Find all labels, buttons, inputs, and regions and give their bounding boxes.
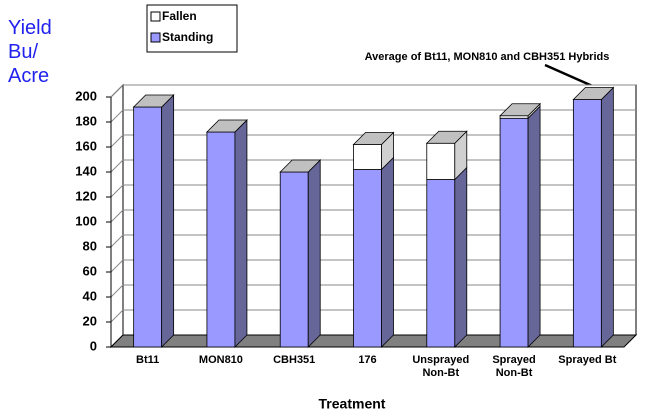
y-tick-label: 100 — [75, 213, 97, 228]
y-tick-label: 140 — [75, 163, 97, 178]
grid-line-side — [110, 134, 124, 148]
y-tick-label: 40 — [83, 288, 97, 303]
bar-side — [307, 159, 321, 348]
bar-front — [572, 99, 602, 348]
grid-line-side — [110, 209, 124, 223]
x-tick-label: Sprayed Bt — [558, 354, 617, 366]
grid-line-side — [110, 259, 124, 273]
annotation: Average of Bt11, MON810 and CBH351 Hybri… — [365, 51, 610, 63]
legend-box — [146, 4, 238, 53]
x-tick-label: 176 — [358, 354, 377, 366]
bar-top — [352, 132, 395, 145]
legend-label: Standing — [162, 30, 213, 44]
bar-side — [600, 86, 614, 348]
y-tick-label: 160 — [75, 138, 97, 153]
bar-side — [527, 105, 541, 348]
bar-top — [132, 94, 175, 108]
y-tick-label: 80 — [83, 238, 97, 253]
bar-side — [161, 94, 175, 348]
bar-top — [425, 130, 468, 144]
bar-front — [353, 169, 382, 348]
bar-front — [353, 144, 382, 170]
bar-side — [381, 156, 394, 348]
grid-line-side — [110, 234, 124, 248]
y-tick-label: 20 — [83, 313, 97, 328]
bar-side — [234, 119, 248, 348]
legend-label: Fallen — [162, 9, 197, 23]
x-axis-title: Treatment — [319, 396, 386, 412]
bar-front — [206, 131, 236, 348]
legend-swatch — [150, 32, 161, 43]
x-tick-label: Sprayed Non-Bt — [492, 354, 536, 379]
x-tick-label: CBH351 — [273, 354, 316, 366]
bar-top — [205, 119, 248, 133]
x-tick-label: Bt11 — [136, 354, 160, 366]
grid-line-side — [110, 109, 124, 123]
x-tick-label: MON810 — [198, 354, 243, 366]
y-tick-label: 0 — [90, 338, 97, 353]
grid-line-side — [110, 159, 124, 173]
y-tick-label: 60 — [83, 263, 97, 278]
bar-top — [499, 103, 542, 117]
y-axis-title: Yield Bu/ Acre — [8, 17, 52, 87]
bar-top — [572, 87, 615, 100]
grid-line-side — [110, 184, 124, 198]
grid-line-side — [110, 84, 124, 98]
grid-line-side — [110, 284, 124, 298]
y-tick-label: 180 — [75, 113, 97, 128]
bar-side — [454, 166, 468, 348]
y-tick-label: 200 — [75, 88, 97, 103]
grid-line-side — [110, 309, 124, 323]
bar-top — [279, 159, 322, 173]
bar-front — [426, 142, 456, 180]
y-tick-label: 120 — [75, 188, 97, 203]
legend-swatch — [150, 11, 161, 22]
bar-front — [133, 106, 163, 348]
bar-front — [499, 117, 529, 348]
x-tick-label: Unsprayed Non-Bt — [412, 354, 470, 379]
bar-front — [426, 179, 456, 348]
bar-front — [279, 171, 309, 348]
